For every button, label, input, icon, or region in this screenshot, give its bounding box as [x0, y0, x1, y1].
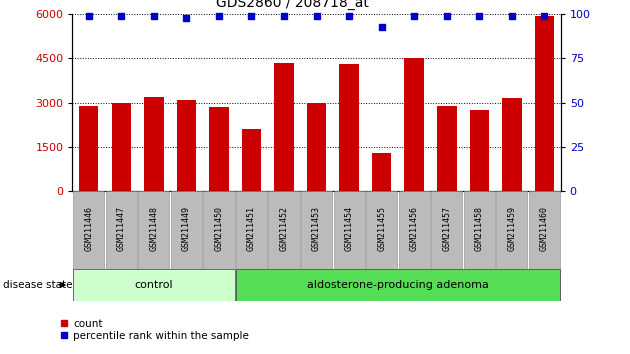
Text: GSM211452: GSM211452 [280, 206, 289, 251]
Text: GSM211449: GSM211449 [182, 206, 191, 251]
Bar [496, 191, 527, 269]
Bar [399, 191, 430, 269]
Text: GSM211458: GSM211458 [475, 206, 484, 251]
Bar [366, 191, 398, 269]
Text: aldosterone-producing adenoma: aldosterone-producing adenoma [307, 280, 489, 290]
Text: disease state: disease state [3, 280, 72, 290]
Title: GDS2860 / 208718_at: GDS2860 / 208718_at [215, 0, 369, 10]
Point [507, 13, 517, 19]
Point [312, 13, 322, 19]
Point [214, 13, 224, 19]
Text: GSM211455: GSM211455 [377, 206, 386, 251]
Point [442, 13, 452, 19]
Point [410, 13, 420, 19]
Point [377, 24, 387, 29]
Bar [106, 191, 137, 269]
Bar [301, 191, 332, 269]
Bar [502, 98, 522, 191]
Point [181, 15, 192, 21]
Bar [171, 191, 202, 269]
Bar [333, 191, 365, 269]
Text: GSM211451: GSM211451 [247, 206, 256, 251]
Bar [73, 269, 234, 301]
Text: GSM211457: GSM211457 [442, 206, 451, 251]
Bar [176, 100, 196, 191]
Text: GSM211459: GSM211459 [507, 206, 517, 251]
Bar [73, 191, 105, 269]
Bar [144, 97, 164, 191]
Bar [209, 107, 229, 191]
Bar [236, 269, 560, 301]
Text: GSM211456: GSM211456 [410, 206, 419, 251]
Bar [138, 191, 169, 269]
Bar [469, 110, 489, 191]
Text: GSM211446: GSM211446 [84, 206, 93, 251]
Bar [437, 105, 457, 191]
Text: GSM211450: GSM211450 [214, 206, 224, 251]
Point [149, 13, 159, 19]
Point [344, 13, 354, 19]
Bar [431, 191, 462, 269]
Bar [535, 16, 554, 191]
Bar [307, 103, 326, 191]
Point [246, 13, 256, 19]
Text: GSM211448: GSM211448 [149, 206, 158, 251]
Bar [268, 191, 300, 269]
Bar [236, 191, 267, 269]
Text: GSM211454: GSM211454 [345, 206, 353, 251]
Text: control: control [135, 280, 173, 290]
Text: GSM211460: GSM211460 [540, 206, 549, 251]
Bar [340, 64, 359, 191]
Point [116, 13, 126, 19]
Bar [464, 191, 495, 269]
Bar [242, 129, 261, 191]
Text: GSM211453: GSM211453 [312, 206, 321, 251]
Legend: count, percentile rank within the sample: count, percentile rank within the sample [55, 315, 253, 345]
Point [474, 13, 484, 19]
Bar [529, 191, 560, 269]
Bar [372, 153, 391, 191]
Point [84, 13, 94, 19]
Bar [79, 105, 98, 191]
Point [539, 13, 549, 19]
Point [279, 13, 289, 19]
Text: GSM211447: GSM211447 [117, 206, 126, 251]
Bar [404, 58, 424, 191]
Bar [274, 63, 294, 191]
Bar [112, 103, 131, 191]
Bar [203, 191, 234, 269]
